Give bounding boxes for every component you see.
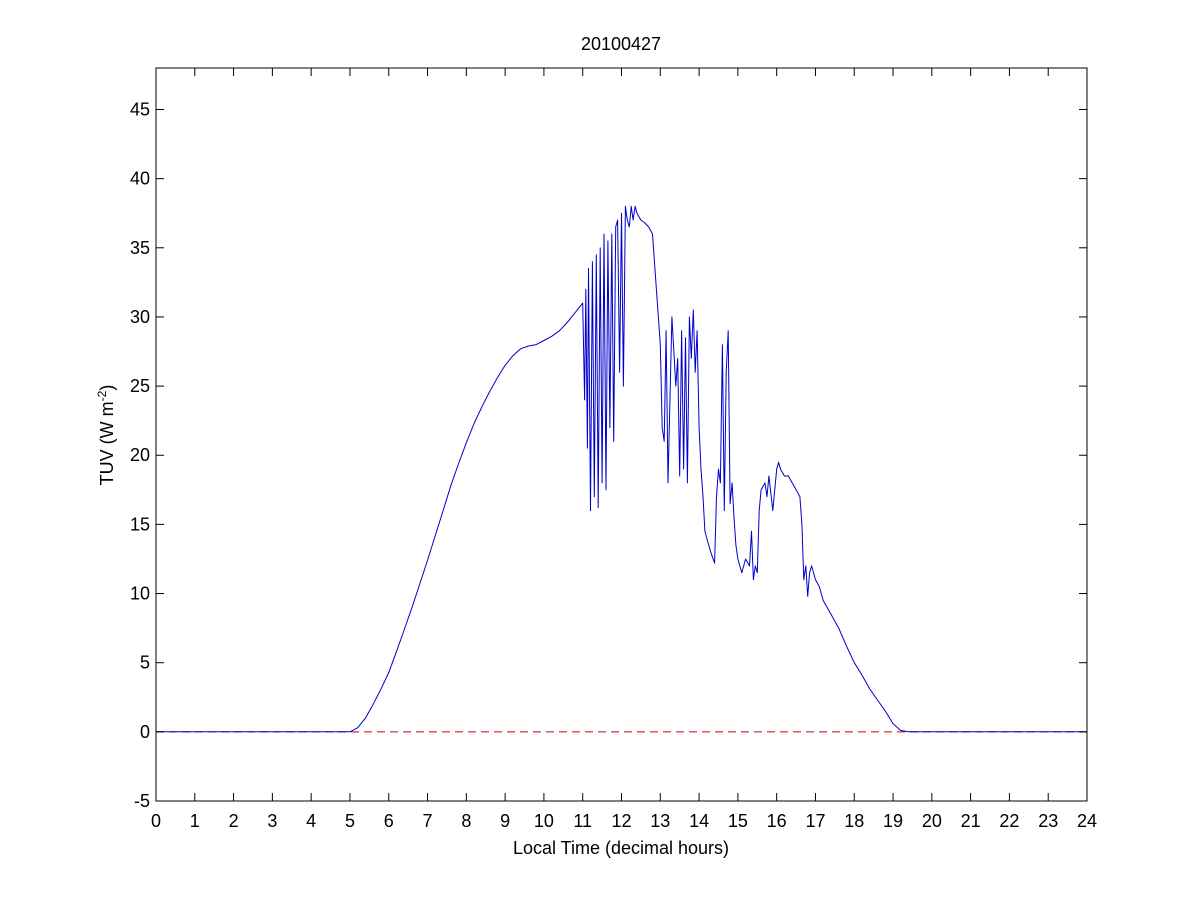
x-tick-label: 12 (611, 811, 631, 831)
x-tick-label: 6 (384, 811, 394, 831)
x-tick-label: 1 (190, 811, 200, 831)
x-tick-label: 19 (883, 811, 903, 831)
y-tick-label: 30 (130, 307, 150, 327)
x-tick-label: 15 (728, 811, 748, 831)
x-axis-label: Local Time (decimal hours) (513, 838, 729, 858)
y-axis-ticks: -5 0 5 10 15 20 25 30 35 40 45 (130, 99, 1087, 811)
y-axis-label-superscript: -2 (95, 390, 109, 401)
y-axis-label-close: ) (97, 385, 117, 391)
y-axis-label-main: TUV (W m (97, 401, 117, 485)
y-tick-label: 20 (130, 445, 150, 465)
series-layer (156, 205, 1087, 733)
x-tick-label: 22 (999, 811, 1019, 831)
plot-area-frame (155, 67, 1088, 802)
x-tick-label: 0 (151, 811, 161, 831)
x-tick-label: 16 (767, 811, 787, 831)
x-tick-label: 21 (961, 811, 981, 831)
x-tick-label: 10 (534, 811, 554, 831)
x-tick-label: 2 (229, 811, 239, 831)
x-tick-label: 5 (345, 811, 355, 831)
y-tick-label: 15 (130, 514, 150, 534)
y-tick-label: 10 (130, 584, 150, 604)
x-tick-label: 3 (267, 811, 277, 831)
x-tick-label: 17 (805, 811, 825, 831)
x-tick-label: 20 (922, 811, 942, 831)
x-tick-label: 24 (1077, 811, 1097, 831)
axes-box (155, 67, 1088, 802)
x-tick-label: 13 (650, 811, 670, 831)
chart-title: 20100427 (581, 34, 661, 54)
x-tick-label: 14 (689, 811, 709, 831)
x-tick-label: 18 (844, 811, 864, 831)
y-tick-label: 40 (130, 169, 150, 189)
y-tick-label: 0 (140, 722, 150, 742)
x-tick-label: 23 (1038, 811, 1058, 831)
y-tick-label: -5 (134, 791, 150, 811)
y-tick-label: 35 (130, 238, 150, 258)
y-tick-label: 45 (130, 99, 150, 119)
x-tick-label: 8 (461, 811, 471, 831)
y-tick-label: 5 (140, 653, 150, 673)
series-line-1 (156, 205, 1087, 733)
y-tick-label: 25 (130, 376, 150, 396)
x-axis-ticks: 0 1 2 3 4 5 6 7 8 9 10 11 12 13 14 15 16 17 18 19 20 21 22 23 24 (151, 68, 1097, 831)
y-axis-label: TUV (W m-2) (95, 385, 117, 486)
x-tick-label: 9 (500, 811, 510, 831)
x-tick-label: 7 (423, 811, 433, 831)
x-tick-label: 11 (573, 811, 592, 831)
x-tick-label: 4 (306, 811, 316, 831)
